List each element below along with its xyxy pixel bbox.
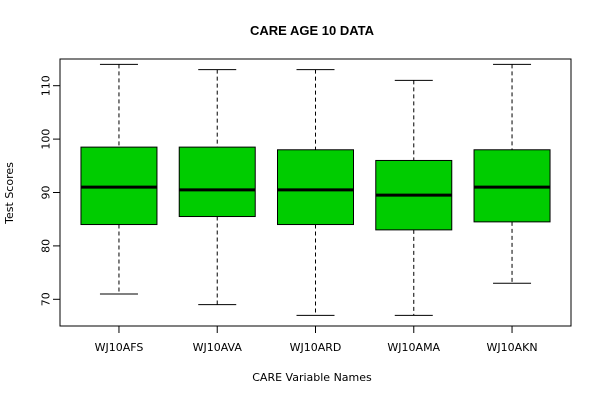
x-tick-label: WJ10AMA bbox=[387, 341, 440, 354]
y-tick-label: 110 bbox=[40, 75, 53, 96]
plot-layer: 70 80 90 100 110 WJ10AFS WJ10AVA WJ10ARD WJ10AMA… bbox=[40, 58, 572, 354]
x-tick-label: WJ10AKN bbox=[486, 341, 537, 354]
y-tick-label: 100 bbox=[40, 129, 53, 150]
y-tick-label: 70 bbox=[40, 292, 53, 306]
box-wj10ava bbox=[178, 146, 256, 218]
x-axis-label: CARE Variable Names bbox=[252, 371, 372, 384]
x-tick-label: WJ10ARD bbox=[290, 341, 342, 354]
y-tick-label: 80 bbox=[40, 239, 53, 253]
x-tick-label: WJ10AVA bbox=[193, 341, 243, 354]
box-wj10ard bbox=[277, 149, 354, 226]
x-tick-label: WJ10AFS bbox=[95, 341, 144, 354]
y-axis-label: Test Scores bbox=[3, 162, 16, 225]
y-tick-label: 90 bbox=[40, 186, 53, 200]
chart-title: CARE AGE 10 DATA bbox=[250, 23, 375, 38]
